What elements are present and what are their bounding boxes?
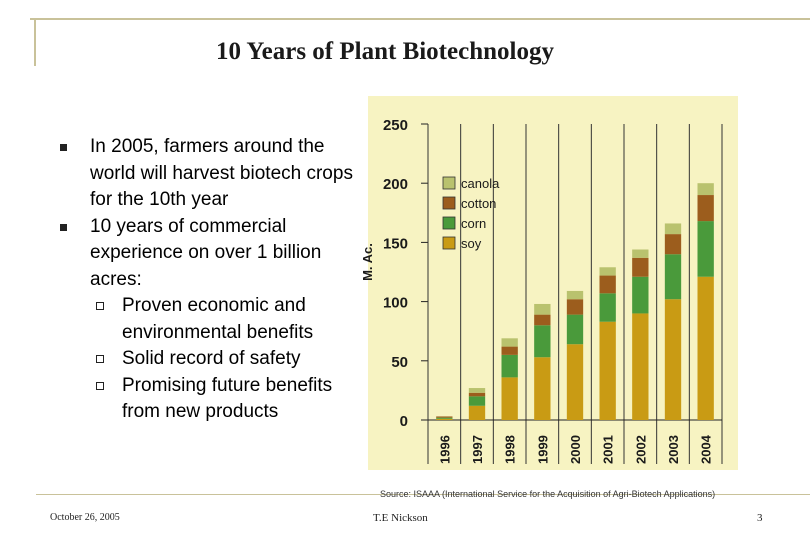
bar-segment-corn-2002	[632, 276, 649, 314]
source-note: Source: ISAAA (International Service for…	[380, 489, 716, 499]
bullet-item: 10 years of commercial experience on ove…	[60, 214, 360, 294]
bar-segment-canola-2000	[566, 290, 584, 300]
x-tick-label: 2004	[699, 434, 714, 464]
bar-segment-corn-2004	[697, 221, 714, 277]
legend-swatch-corn	[442, 216, 456, 230]
legend-label-soy: soy	[461, 236, 482, 251]
y-tick-label: 50	[391, 354, 408, 371]
bar-segment-cotton-1996	[436, 416, 453, 418]
x-tick-label: 2001	[601, 435, 616, 464]
bar-segment-canola-1997	[468, 388, 486, 393]
slide-title: 10 Years of Plant Biotechnology	[216, 38, 554, 65]
x-tick-label: 1997	[470, 435, 485, 464]
legend-label-cotton: cotton	[461, 196, 496, 211]
bar-segment-corn-1999	[534, 325, 551, 358]
bar-segment-corn-1996	[436, 417, 453, 419]
hollow-square-bullet-icon	[96, 381, 104, 390]
y-axis-label: M. Ac.	[360, 243, 375, 281]
hollow-square-bullet-icon	[96, 355, 104, 363]
page-number: 3	[757, 512, 763, 524]
bar-segment-cotton-1998	[501, 346, 518, 355]
sub-bullet-text: Solid record of safety	[122, 348, 301, 369]
y-tick-label: 250	[383, 117, 408, 134]
bar-segment-cotton-1999	[534, 314, 551, 326]
legend-swatch-soy	[442, 236, 456, 250]
bar-segment-soy-1997	[468, 405, 486, 420]
x-tick-label: 2003	[666, 435, 681, 464]
x-tick-label: 1999	[535, 435, 550, 464]
top-frame-line	[30, 18, 810, 20]
bar-segment-corn-2001	[599, 293, 616, 322]
legend-label-corn: corn	[461, 216, 486, 231]
square-bullet-icon	[60, 144, 67, 151]
legend-swatch-cotton	[442, 196, 456, 210]
bar-segment-corn-1997	[468, 396, 486, 406]
hollow-square-bullet-icon	[96, 302, 104, 310]
bar-segment-cotton-2003	[664, 234, 682, 255]
bar-segment-cotton-2000	[566, 299, 584, 315]
x-tick-label: 1996	[437, 435, 452, 464]
bar-segment-soy-1999	[534, 357, 551, 420]
bar-segment-cotton-2004	[697, 195, 714, 222]
x-tick-label: 2000	[568, 435, 583, 464]
bar-segment-soy-2004	[697, 276, 714, 420]
sub-bullet-text: Proven economic and environmental benefi…	[122, 295, 314, 343]
footer-author: T.E Nickson	[373, 512, 428, 524]
sub-bullet-item: Promising future benefits from new produ…	[60, 373, 360, 426]
bar-segment-cotton-2001	[599, 275, 616, 294]
bar-segment-canola-2003	[664, 223, 682, 235]
bottom-frame-line	[36, 494, 810, 495]
bar-segment-corn-2000	[566, 314, 584, 345]
bar-segment-cotton-2002	[632, 257, 649, 277]
bar-segment-soy-2000	[566, 344, 584, 420]
sub-bullet-item: Proven economic and environmental benefi…	[60, 293, 360, 346]
bar-segment-corn-2003	[664, 254, 682, 300]
bar-segment-soy-2003	[664, 299, 682, 420]
bar-segment-canola-2004	[697, 183, 714, 196]
bar-segment-soy-2001	[599, 321, 616, 420]
bar-segment-soy-1998	[501, 377, 518, 420]
x-tick-label: 2002	[633, 435, 648, 464]
y-tick-label: 200	[383, 176, 408, 193]
y-tick-label: 0	[400, 413, 408, 430]
legend-label-canola: canola	[461, 176, 500, 191]
y-tick-label: 100	[383, 295, 408, 312]
x-tick-label: 1998	[503, 435, 518, 464]
bullet-list: In 2005, farmers around the world will h…	[60, 134, 360, 426]
y-tick-label: 150	[383, 235, 408, 252]
bar-segment-canola-1998	[501, 338, 518, 347]
bar-segment-corn-1998	[501, 354, 518, 378]
footer-date: October 26, 2005	[50, 512, 120, 523]
bullet-text: 10 years of commercial experience on ove…	[90, 215, 322, 290]
left-frame-line	[34, 18, 36, 66]
legend-swatch-canola	[442, 176, 456, 190]
bar-segment-soy-1996	[436, 418, 453, 420]
bar-segment-canola-2002	[632, 249, 649, 258]
sub-bullet-text: Promising future benefits from new produ…	[122, 374, 333, 423]
bullet-text: In 2005, farmers around the world will h…	[90, 136, 353, 210]
bar-segment-soy-2002	[632, 313, 649, 420]
sub-bullet-item: Solid record of safety	[60, 346, 360, 373]
bullet-item: In 2005, farmers around the world will h…	[60, 134, 360, 214]
bar-segment-canola-2001	[599, 267, 616, 276]
bar-segment-cotton-1997	[468, 392, 486, 397]
bar-segment-canola-1999	[534, 303, 551, 315]
square-bullet-icon	[60, 223, 67, 231]
